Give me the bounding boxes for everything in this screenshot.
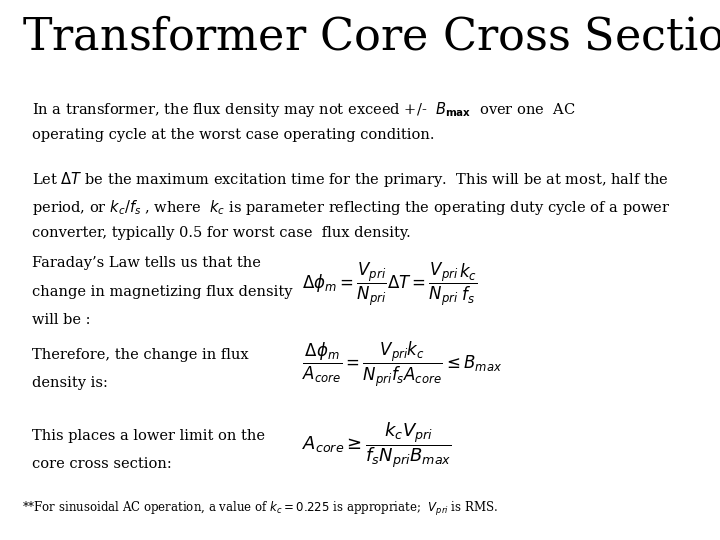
Text: Faraday’s Law tells us that the: Faraday’s Law tells us that the — [32, 256, 261, 271]
Text: density is:: density is: — [32, 376, 108, 390]
Text: In a transformer, the flux density may not exceed +/-  $\mathbf{\mathit{B}_{max}: In a transformer, the flux density may n… — [32, 100, 576, 119]
Text: $\mathit{A}_{core} \geq \dfrac{k_c V_{pri}}{f_s N_{pri} B_{max}}$: $\mathit{A}_{core} \geq \dfrac{k_c V_{pr… — [302, 421, 452, 470]
Text: This places a lower limit on the: This places a lower limit on the — [32, 429, 266, 443]
Text: period, or $k_c/f_s$ , where  $k_c$ is parameter reflecting the operating duty c: period, or $k_c/f_s$ , where $k_c$ is pa… — [32, 198, 671, 217]
Text: $\dfrac{\Delta\phi_m}{A_{core}} = \dfrac{V_{pri} k_c}{N_{pri} f_s A_{core}} \leq: $\dfrac{\Delta\phi_m}{A_{core}} = \dfrac… — [302, 340, 503, 389]
Text: core cross section:: core cross section: — [32, 457, 172, 471]
Text: will be :: will be : — [32, 313, 91, 327]
Text: Therefore, the change in flux: Therefore, the change in flux — [32, 348, 249, 362]
Text: $\Delta\phi_m = \dfrac{V_{pri}}{N_{pri}} \Delta T = \dfrac{V_{pri}}{N_{pri}} \df: $\Delta\phi_m = \dfrac{V_{pri}}{N_{pri}}… — [302, 261, 478, 308]
Text: operating cycle at the worst case operating condition.: operating cycle at the worst case operat… — [32, 128, 435, 142]
Text: converter, typically 0.5 for worst case  flux density.: converter, typically 0.5 for worst case … — [32, 226, 411, 240]
Text: **For sinusoidal AC operation, a value of $k_c = 0.225$ is appropriate;  $V_{pri: **For sinusoidal AC operation, a value o… — [22, 501, 498, 518]
Text: Let $\mathit{\Delta T}$ be the maximum excitation time for the primary.  This wi: Let $\mathit{\Delta T}$ be the maximum e… — [32, 170, 669, 189]
Text: Transformer Core Cross Section: $\mathit{A}_{core}$: Transformer Core Cross Section: $\mathit… — [22, 14, 720, 59]
Text: change in magnetizing flux density: change in magnetizing flux density — [32, 285, 293, 299]
